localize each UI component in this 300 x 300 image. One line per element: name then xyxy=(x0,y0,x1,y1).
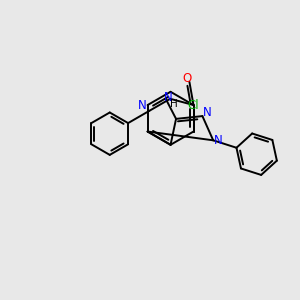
Text: N: N xyxy=(164,91,172,104)
Text: O: O xyxy=(182,72,192,85)
Text: H: H xyxy=(170,99,178,109)
Text: N: N xyxy=(138,98,147,112)
Text: N: N xyxy=(202,106,211,119)
Text: N: N xyxy=(214,134,223,147)
Text: Cl: Cl xyxy=(188,98,199,112)
